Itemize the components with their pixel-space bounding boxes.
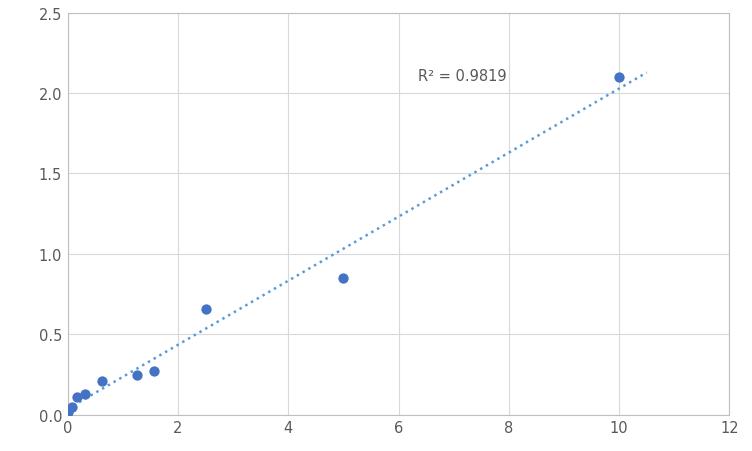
Point (338, 275, 350, 282)
Point (147, 368, 159, 375)
Point (62, 408, 74, 415)
Point (79, 391, 91, 398)
Point (613, 74, 625, 81)
Point (199, 305, 211, 313)
Point (66, 403, 78, 410)
Point (71, 394, 83, 401)
Point (96, 377, 108, 385)
Point (131, 371, 143, 378)
Text: R² = 0.9819: R² = 0.9819 (418, 69, 507, 84)
